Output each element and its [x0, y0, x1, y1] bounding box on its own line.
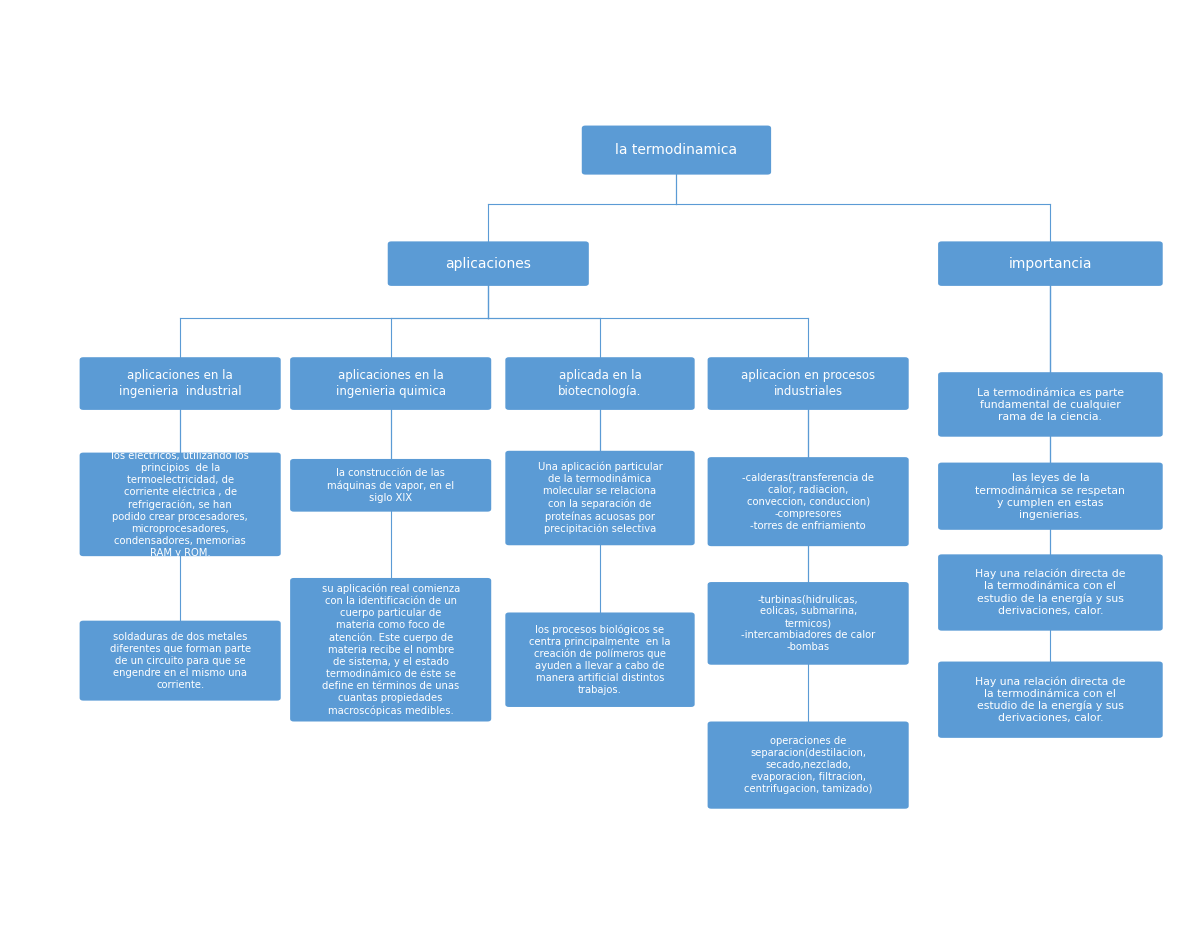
Text: la termodinamica: la termodinamica: [616, 143, 738, 157]
FancyBboxPatch shape: [79, 452, 281, 556]
FancyBboxPatch shape: [505, 613, 695, 707]
FancyBboxPatch shape: [938, 241, 1163, 286]
FancyBboxPatch shape: [938, 554, 1163, 630]
Text: operaciones de
separacion(destilacion,
secado,nezclado,
evaporacion, filtracion,: operaciones de separacion(destilacion, s…: [744, 736, 872, 794]
FancyBboxPatch shape: [582, 125, 772, 174]
Text: aplicaciones en la
ingenieria quimica: aplicaciones en la ingenieria quimica: [336, 369, 445, 398]
Text: aplicada en la
biotecnología.: aplicada en la biotecnología.: [558, 369, 642, 398]
FancyBboxPatch shape: [290, 459, 491, 512]
Text: importancia: importancia: [1009, 257, 1092, 271]
Text: la construcción de las
máquinas de vapor, en el
siglo XIX: la construcción de las máquinas de vapor…: [328, 468, 455, 502]
FancyBboxPatch shape: [708, 457, 908, 546]
Text: los procesos biológicos se
centra principalmente  en la
creación de polímeros qu: los procesos biológicos se centra princi…: [529, 624, 671, 695]
FancyBboxPatch shape: [708, 582, 908, 665]
Text: Hay una relación directa de
la termodinámica con el
estudio de la energía y sus
: Hay una relación directa de la termodiná…: [976, 676, 1126, 723]
Text: -calderas(transferencia de
calor, radiacion,
conveccion, conduccion)
-compresore: -calderas(transferencia de calor, radiac…: [742, 473, 874, 530]
FancyBboxPatch shape: [388, 241, 589, 286]
Text: Una aplicación particular
de la termodinámica
molecular se relaciona
con la sepa: Una aplicación particular de la termodin…: [538, 462, 662, 534]
FancyBboxPatch shape: [505, 357, 695, 410]
FancyBboxPatch shape: [505, 451, 695, 545]
FancyBboxPatch shape: [938, 373, 1163, 437]
Text: -turbinas(hidrulicas,
eolicas, submarina,
termicos)
-intercambiadores de calor
-: -turbinas(hidrulicas, eolicas, submarina…: [742, 594, 875, 653]
Text: aplicacion en procesos
industriales: aplicacion en procesos industriales: [742, 369, 875, 398]
FancyBboxPatch shape: [708, 721, 908, 808]
Text: Hay una relación directa de
la termodinámica con el
estudio de la energía y sus
: Hay una relación directa de la termodiná…: [976, 569, 1126, 616]
Text: La termodinámica es parte
fundamental de cualquier
rama de la ciencia.: La termodinámica es parte fundamental de…: [977, 387, 1124, 422]
FancyBboxPatch shape: [79, 357, 281, 410]
FancyBboxPatch shape: [938, 662, 1163, 738]
Text: aplicaciones en la
ingenieria  industrial: aplicaciones en la ingenieria industrial: [119, 369, 241, 398]
FancyBboxPatch shape: [708, 357, 908, 410]
Text: aplicaciones: aplicaciones: [445, 257, 532, 271]
FancyBboxPatch shape: [290, 578, 491, 721]
Text: soldaduras de dos metales
diferentes que forman parte
de un circuito para que se: soldaduras de dos metales diferentes que…: [109, 631, 251, 690]
FancyBboxPatch shape: [79, 621, 281, 701]
FancyBboxPatch shape: [290, 357, 491, 410]
Text: los eléctricos, utilizando los
principios  de la
termoelectricidad, de
corriente: los eléctricos, utilizando los principio…: [112, 451, 250, 558]
Text: las leyes de la
termodinámica se respetan
y cumplen en estas
ingenierias.: las leyes de la termodinámica se respeta…: [976, 473, 1126, 519]
FancyBboxPatch shape: [938, 463, 1163, 530]
Text: su aplicación real comienza
con la identificación de un
cuerpo particular de
mat: su aplicación real comienza con la ident…: [322, 584, 460, 716]
